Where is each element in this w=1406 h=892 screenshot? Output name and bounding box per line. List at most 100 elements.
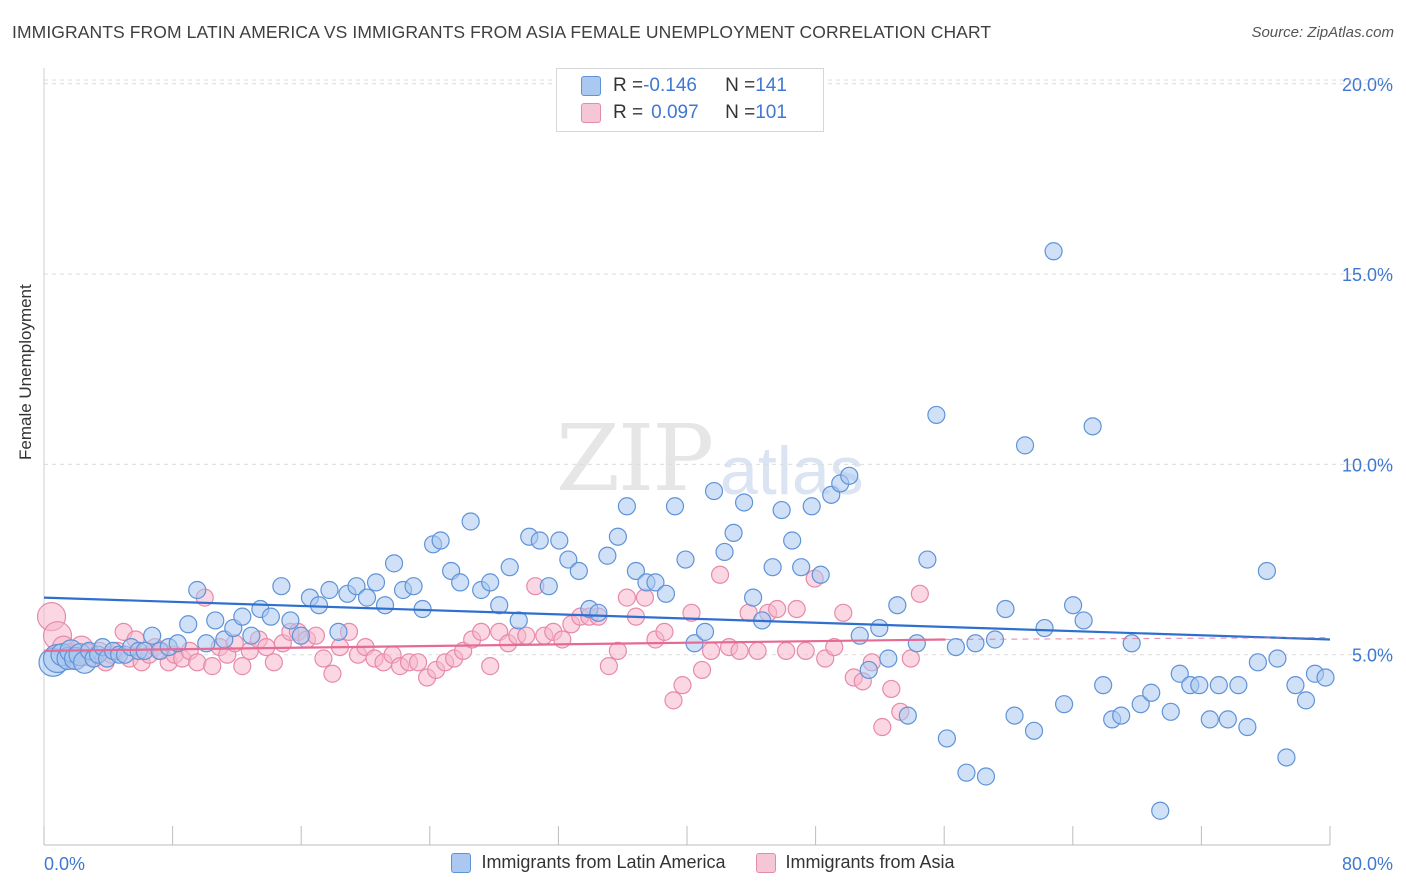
point-latin-america [291, 626, 310, 645]
point-latin-america [1238, 717, 1257, 737]
point-latin-america [744, 588, 763, 607]
legend-item-latin-america[interactable]: Immigrants from Latin America [451, 852, 726, 873]
point-latin-america [918, 550, 937, 569]
point-latin-america [665, 497, 685, 516]
point-latin-america [695, 622, 715, 641]
point-asia [901, 649, 920, 668]
point-latin-america [1257, 561, 1277, 581]
point-asia [701, 641, 721, 660]
point-asia [882, 679, 901, 699]
point-latin-america [617, 497, 637, 516]
point-latin-america [792, 558, 811, 577]
point-asia [664, 691, 683, 710]
r-value: -0.146 [643, 75, 697, 96]
point-asia [617, 588, 637, 607]
point-latin-america [1142, 683, 1161, 702]
point-latin-america [1131, 695, 1150, 714]
point-asia [682, 603, 701, 622]
point-latin-america [550, 531, 569, 550]
point-latin-america [1229, 676, 1248, 695]
point-latin-america [1209, 676, 1228, 695]
point-latin-america [1268, 649, 1287, 668]
point-latin-america [704, 481, 724, 501]
r-label: R = [613, 102, 644, 123]
point-latin-america [1024, 721, 1044, 740]
n-label: N = [725, 102, 756, 123]
point-latin-america [1190, 676, 1209, 695]
point-asia [472, 622, 491, 641]
y-tick-label: 10.0% [1342, 455, 1393, 475]
y-tick-label: 5.0% [1352, 646, 1393, 666]
point-latin-america [530, 531, 549, 550]
point-latin-america [772, 500, 791, 520]
point-asia [777, 641, 796, 660]
point-latin-america [946, 637, 966, 657]
point-latin-america [490, 596, 509, 615]
point-latin-america [859, 660, 878, 680]
r-label: R = [613, 75, 644, 96]
n-value: 141 [755, 75, 787, 96]
point-latin-america [1296, 691, 1316, 710]
point-asia [599, 657, 618, 676]
point-latin-america [179, 615, 198, 634]
point-latin-america [281, 611, 300, 630]
point-asia [730, 641, 749, 660]
point-latin-america [608, 527, 627, 546]
point-latin-america [559, 550, 578, 569]
point-latin-america [404, 577, 423, 596]
stats-row-asia: R = 0.097 N = 101 [581, 102, 787, 124]
point-latin-america [1044, 242, 1063, 261]
point-latin-america [233, 607, 252, 626]
point-latin-america [1035, 618, 1054, 638]
point-asia [796, 641, 815, 660]
point-asia [834, 603, 853, 622]
point-latin-america [1054, 695, 1074, 714]
point-asia [873, 717, 892, 737]
point-asia [768, 599, 787, 619]
point-latin-america [329, 622, 348, 641]
point-latin-america [168, 634, 187, 653]
point-asia [710, 565, 730, 584]
point-asia [408, 653, 428, 672]
point-latin-america [715, 542, 734, 562]
blue-swatch [581, 76, 601, 96]
legend: Immigrants from Latin America Immigrants… [0, 852, 1406, 873]
x-tick-label: 80.0% [1342, 854, 1393, 874]
point-latin-america [626, 561, 646, 581]
point-latin-america [1277, 748, 1296, 767]
point-latin-america [500, 558, 519, 577]
point-latin-america [261, 607, 280, 626]
point-latin-america [840, 466, 859, 485]
y-tick-label: 15.0% [1342, 265, 1393, 285]
point-latin-america [206, 611, 225, 630]
point-latin-america [937, 729, 957, 748]
point-asia [203, 657, 222, 676]
point-latin-america [197, 634, 216, 653]
point-latin-america [907, 634, 926, 653]
point-latin-america [1316, 668, 1335, 687]
point-latin-america [431, 531, 450, 550]
point-asia [233, 657, 252, 676]
point-latin-america [366, 573, 386, 592]
point-latin-america [724, 523, 743, 543]
stats-box: R = -0.146 N = 141 R = 0.097 N = 101 [556, 68, 824, 132]
point-latin-america [1074, 611, 1093, 630]
legend-item-asia[interactable]: Immigrants from Asia [755, 852, 955, 873]
point-asia [673, 676, 692, 695]
legend-label: Immigrants from Asia [785, 852, 955, 872]
point-latin-america [898, 706, 917, 725]
point-latin-america [589, 603, 608, 622]
point-latin-america [802, 497, 821, 516]
point-latin-america [646, 573, 665, 592]
pink-swatch [581, 103, 601, 123]
point-latin-america [539, 577, 558, 596]
y-tick-label: 20.0% [1342, 75, 1393, 95]
watermark-zip: ZIP [556, 405, 714, 512]
point-latin-america [1112, 706, 1131, 725]
legend-swatch-pink [755, 852, 776, 873]
point-asia [314, 649, 333, 668]
point-asia [910, 584, 929, 603]
point-latin-america [451, 573, 470, 592]
source-label: Source: ZipAtlas.com [1251, 24, 1394, 41]
